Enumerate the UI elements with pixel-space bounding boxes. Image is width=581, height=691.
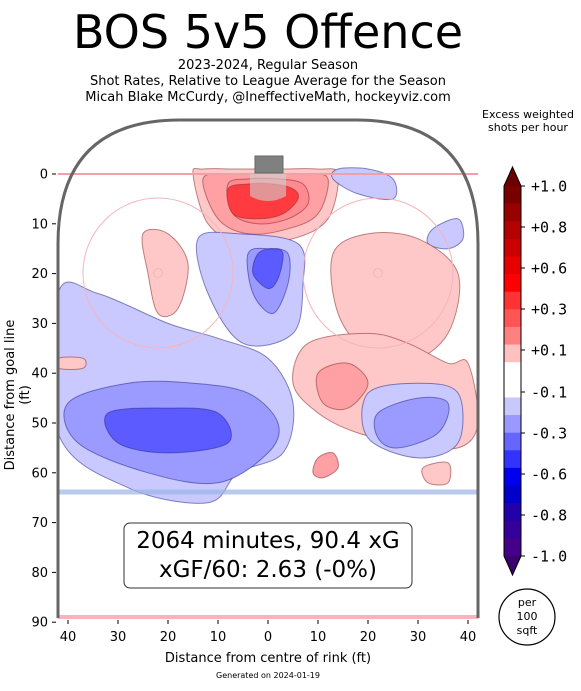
colorbar-band	[504, 415, 521, 434]
heatmap-region	[252, 248, 284, 290]
x-tick-label: 40	[460, 630, 477, 645]
colorbar-tick-label: -0.6	[531, 466, 567, 484]
generated-date: Generated on 2024-01-19	[216, 671, 320, 680]
heatmap-region	[315, 362, 369, 411]
colorbar-band	[504, 485, 521, 504]
colorbar-band	[504, 221, 521, 240]
stats-line-xgf: xGF/60: 2.63 (-0%)	[159, 557, 377, 583]
y-tick-label: 50	[31, 417, 48, 432]
colorbar-band	[504, 309, 521, 328]
colorbar-band	[504, 326, 521, 346]
x-axis-label: Distance from centre of rink (ft)	[164, 651, 372, 666]
colorbar-band	[504, 432, 521, 451]
colorbar-band	[504, 274, 521, 293]
y-axis-label: Distance from goal line (ft)	[3, 319, 33, 471]
x-tick-label: 30	[410, 630, 427, 645]
colorbar-band	[504, 450, 521, 469]
scale-circle: per 100 sqft	[498, 588, 556, 646]
y-tick-label: 10	[31, 217, 48, 232]
scale-circle-line1: per	[518, 596, 537, 609]
colorbar-band	[504, 379, 521, 398]
colorbar-tick-label: +0.6	[531, 260, 567, 278]
heatmap-region	[426, 218, 465, 250]
right-faceoff-circle	[302, 197, 454, 349]
colorbar-band	[504, 538, 521, 557]
stats-box-frame	[123, 522, 413, 589]
colorbar-tick-label: -0.3	[531, 425, 567, 443]
goal-net	[254, 155, 284, 174]
colorbar: +1.0 +0.8 +0.6 +0.3 +0.1 -0.1 -0.3 -0.6 -0.8 -1.0	[503, 165, 567, 577]
colorbar-band	[504, 397, 521, 416]
x-tick-label: 10	[310, 630, 327, 645]
subtitle-description: Shot Rates, Relative to League Average f…	[89, 74, 447, 89]
colorbar-tick-label: +1.0	[531, 178, 567, 196]
heatmap-region	[421, 461, 452, 486]
heatmap-region	[312, 451, 339, 479]
colorbar-tick-label: -1.0	[531, 548, 567, 566]
y-tick-label: 0	[40, 168, 48, 183]
heatmap-regions	[58, 167, 478, 504]
y-tick-label: 30	[31, 317, 48, 332]
heatmap-region	[104, 407, 232, 454]
scale-circle-line2: 100	[517, 610, 538, 623]
y-tick-label: 80	[31, 566, 48, 581]
y-tick-label: 40	[31, 367, 48, 382]
colorbar-band	[504, 256, 521, 275]
stats-box: 2064 minutes, 90.4 xG xGF/60: 2.63 (-0%)	[123, 522, 413, 589]
colorbar-band	[504, 520, 521, 539]
colorbar-band	[504, 186, 521, 205]
colorbar-tick-label: +0.1	[531, 342, 567, 360]
left-faceoff-circle	[82, 197, 234, 349]
scale-circle-outline	[498, 588, 556, 646]
colorbar-band	[504, 362, 521, 381]
stats-line-minutes: 2064 minutes, 90.4 xG	[136, 528, 400, 554]
heatmap-region	[195, 231, 306, 347]
colorbar-tick-label: +0.8	[531, 219, 567, 237]
colorbar-band	[504, 344, 521, 363]
colorbar-band	[504, 238, 521, 257]
y-tick-label: 20	[31, 267, 48, 282]
x-tick-label: 30	[110, 630, 127, 645]
rink-boards	[56, 118, 480, 618]
colorbar-band	[504, 291, 521, 310]
colorbar-tick-label: +0.3	[531, 301, 567, 319]
x-axis-ticks: 40 30 20 10 0 10 20 30 40	[60, 620, 477, 645]
heatmap-region	[331, 167, 398, 201]
right-faceoff-dot	[373, 268, 383, 278]
scale-circle-line3: sqft	[517, 624, 538, 637]
x-tick-label: 0	[264, 630, 272, 645]
heatmap-region	[330, 232, 461, 365]
subtitle-season: 2023-2024, Regular Season	[177, 58, 359, 73]
left-faceoff-dot	[153, 268, 163, 278]
y-axis-ticks: 0 10 20 30 40 50 60 70 80 90	[31, 168, 56, 631]
colorbar-band	[504, 203, 521, 222]
colorbar-tick-label: -0.1	[531, 384, 567, 402]
page-title: BOS 5v5 Offence	[72, 5, 464, 59]
x-tick-label: 40	[60, 630, 77, 645]
y-tick-label: 90	[31, 616, 48, 631]
colorbar-band	[504, 467, 521, 487]
colorbar-max-arrow	[504, 167, 521, 186]
x-tick-label: 20	[160, 630, 177, 645]
subtitle-author: Micah Blake McCurdy, @IneffectiveMath, h…	[85, 90, 451, 105]
y-tick-label: 60	[31, 466, 48, 481]
heatmap-region	[373, 396, 450, 449]
goal-crease	[250, 174, 286, 201]
x-tick-label: 10	[210, 630, 227, 645]
heatmap-region	[141, 228, 189, 318]
colorbar-band	[504, 503, 521, 522]
colorbar-min-arrow	[504, 556, 521, 575]
heatmap-region	[58, 356, 87, 370]
x-tick-label: 20	[360, 630, 377, 645]
colorbar-tick-label: -0.8	[531, 507, 567, 525]
colorbar-title: Excess weighted shots per hour	[482, 108, 574, 134]
rink-markings	[56, 118, 480, 619]
y-tick-label: 70	[31, 516, 48, 531]
